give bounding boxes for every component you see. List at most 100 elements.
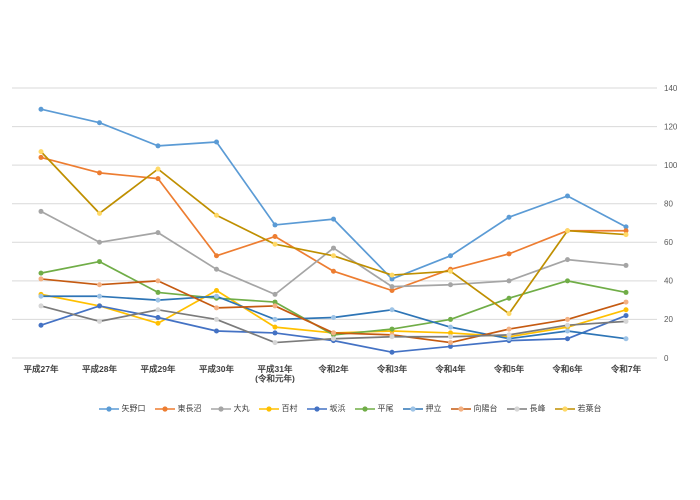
series-marker-矢野口 <box>389 276 395 282</box>
series-marker-長峰 <box>565 322 570 328</box>
x-axis-tick-label: 平成30年 <box>199 364 234 374</box>
series-marker-若葉台 <box>565 228 570 234</box>
series-marker-百村 <box>272 324 278 330</box>
x-axis-tick-label: 平成31年(令和元年) <box>255 364 295 384</box>
series-marker-平尾 <box>389 326 395 332</box>
legend-marker-icon <box>402 406 423 412</box>
x-axis-tick-label: 令和2年 <box>317 364 349 374</box>
series-marker-坂浜 <box>448 343 453 349</box>
series-marker-東長沼 <box>38 154 44 160</box>
legend-label: 東長沼 <box>177 404 202 413</box>
series-marker-坂浜 <box>214 328 219 334</box>
series-marker-東長沼 <box>97 170 102 176</box>
y-axis-tick-label: 0 <box>664 354 669 363</box>
series-marker-押立 <box>506 336 512 342</box>
series-marker-向陽台 <box>565 316 570 322</box>
series-marker-百村 <box>214 288 219 293</box>
series-marker-長峰 <box>506 332 512 338</box>
series-marker-平尾 <box>38 270 44 276</box>
y-axis-tick-label: 140 <box>664 84 678 93</box>
series-marker-長峰 <box>97 318 102 324</box>
legend-marker-icon <box>98 406 119 412</box>
series-marker-矢野口 <box>97 120 102 126</box>
x-axis-tick-label: 平成29年 <box>141 364 176 374</box>
series-marker-大丸 <box>623 262 629 268</box>
legend-dot <box>313 406 320 412</box>
series-marker-若葉台 <box>97 210 102 216</box>
legend-label: 長峰 <box>529 404 546 413</box>
series-marker-坂浜 <box>565 336 570 342</box>
series-marker-平尾 <box>448 316 453 322</box>
series-marker-東長沼 <box>214 253 219 259</box>
series-marker-長峰 <box>623 318 629 324</box>
legend-dot <box>361 406 368 412</box>
series-marker-矢野口 <box>331 216 336 222</box>
legend-marker-icon <box>554 406 575 412</box>
series-marker-向陽台 <box>448 340 453 346</box>
series-marker-平尾 <box>623 289 629 295</box>
series-marker-大丸 <box>565 257 570 263</box>
series-marker-大丸 <box>38 208 44 214</box>
x-axis-tick-label: 令和6年 <box>551 364 583 374</box>
series-marker-百村 <box>155 320 161 326</box>
legend-item-若葉台: 若葉台 <box>554 404 602 413</box>
series-marker-矢野口 <box>448 253 453 259</box>
x-axis-tick-label: 令和5年 <box>493 364 525 374</box>
series-marker-向陽台 <box>155 278 161 284</box>
legend-item-向陽台: 向陽台 <box>450 404 498 413</box>
legend-marker-icon <box>154 406 175 412</box>
series-marker-向陽台 <box>272 303 278 309</box>
y-axis-tick-label: 120 <box>664 122 678 131</box>
series-marker-大丸 <box>331 245 336 251</box>
series-marker-長峰 <box>38 303 44 309</box>
series-marker-若葉台 <box>448 268 453 274</box>
series-marker-東長沼 <box>155 176 161 182</box>
series-marker-押立 <box>97 293 102 299</box>
legend-label: 若葉台 <box>577 404 602 413</box>
series-marker-矢野口 <box>506 214 512 220</box>
series-marker-長峰 <box>448 334 453 340</box>
series-marker-百村 <box>448 330 453 336</box>
y-axis-tick-label: 20 <box>664 315 673 324</box>
series-marker-大丸 <box>214 266 219 272</box>
series-marker-向陽台 <box>214 305 219 311</box>
series-marker-坂浜 <box>155 315 161 320</box>
series-marker-若葉台 <box>389 272 395 278</box>
series-marker-大丸 <box>506 278 512 284</box>
x-axis-tick-label: 平成27年 <box>24 364 59 374</box>
series-marker-押立 <box>623 336 629 342</box>
series-marker-押立 <box>38 293 44 299</box>
series-marker-坂浜 <box>97 303 102 309</box>
legend-label: 百村 <box>281 404 298 413</box>
series-marker-若葉台 <box>623 232 629 238</box>
series-marker-向陽台 <box>331 330 336 336</box>
series-marker-平尾 <box>506 295 512 301</box>
legend-label: 向陽台 <box>473 404 498 413</box>
series-marker-長峰 <box>155 307 161 313</box>
x-axis-tick-label: 令和3年 <box>376 364 408 374</box>
series-marker-押立 <box>331 315 336 320</box>
legend-marker-icon <box>306 406 327 412</box>
legend-marker-icon <box>506 406 527 412</box>
series-marker-押立 <box>389 307 395 313</box>
x-axis-tick-label: 平成28年 <box>82 364 117 374</box>
legend-label: 坂浜 <box>329 404 346 413</box>
series-marker-矢野口 <box>214 139 219 145</box>
series-marker-矢野口 <box>38 106 44 112</box>
legend-item-大丸: 大丸 <box>210 405 250 413</box>
series-marker-押立 <box>448 324 453 330</box>
series-marker-東長沼 <box>623 228 629 234</box>
x-axis-tick-label: 令和7年 <box>610 364 642 374</box>
legend-dot <box>561 406 568 412</box>
legend-label: 押立 <box>425 404 442 413</box>
series-marker-向陽台 <box>38 276 44 282</box>
legend-dot <box>105 406 112 412</box>
x-axis-tick-label: 令和4年 <box>434 364 466 374</box>
series-line-大丸 <box>40 210 627 296</box>
series-marker-百村 <box>623 307 629 313</box>
legend-dot <box>513 406 520 412</box>
series-marker-大丸 <box>155 230 161 236</box>
series-marker-大丸 <box>272 291 278 297</box>
series-marker-向陽台 <box>97 282 102 288</box>
